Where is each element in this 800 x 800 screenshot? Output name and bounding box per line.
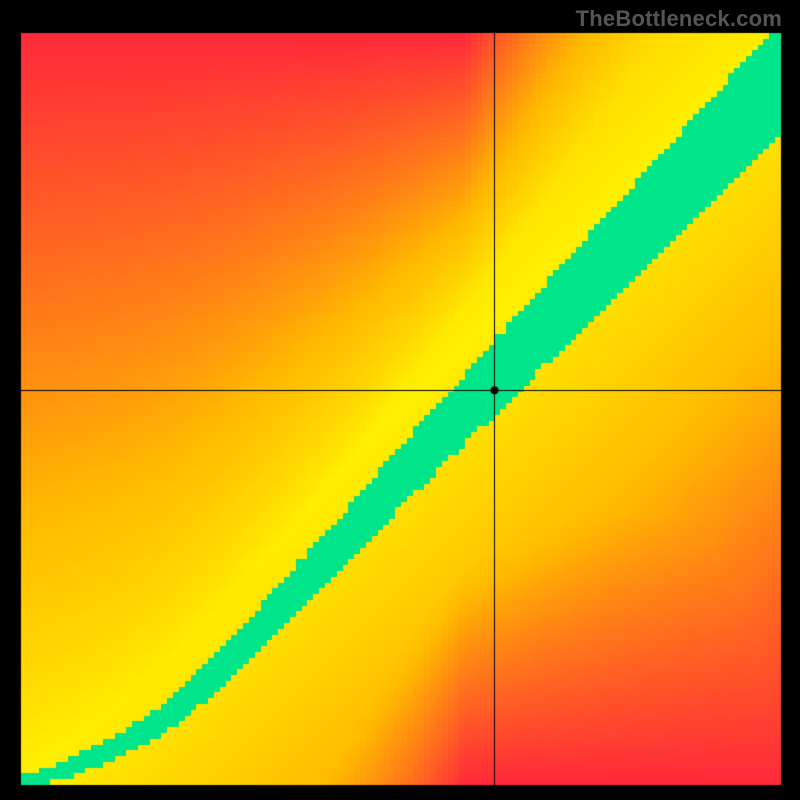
heatmap-canvas: [0, 0, 800, 800]
watermark-text: TheBottleneck.com: [576, 6, 782, 32]
